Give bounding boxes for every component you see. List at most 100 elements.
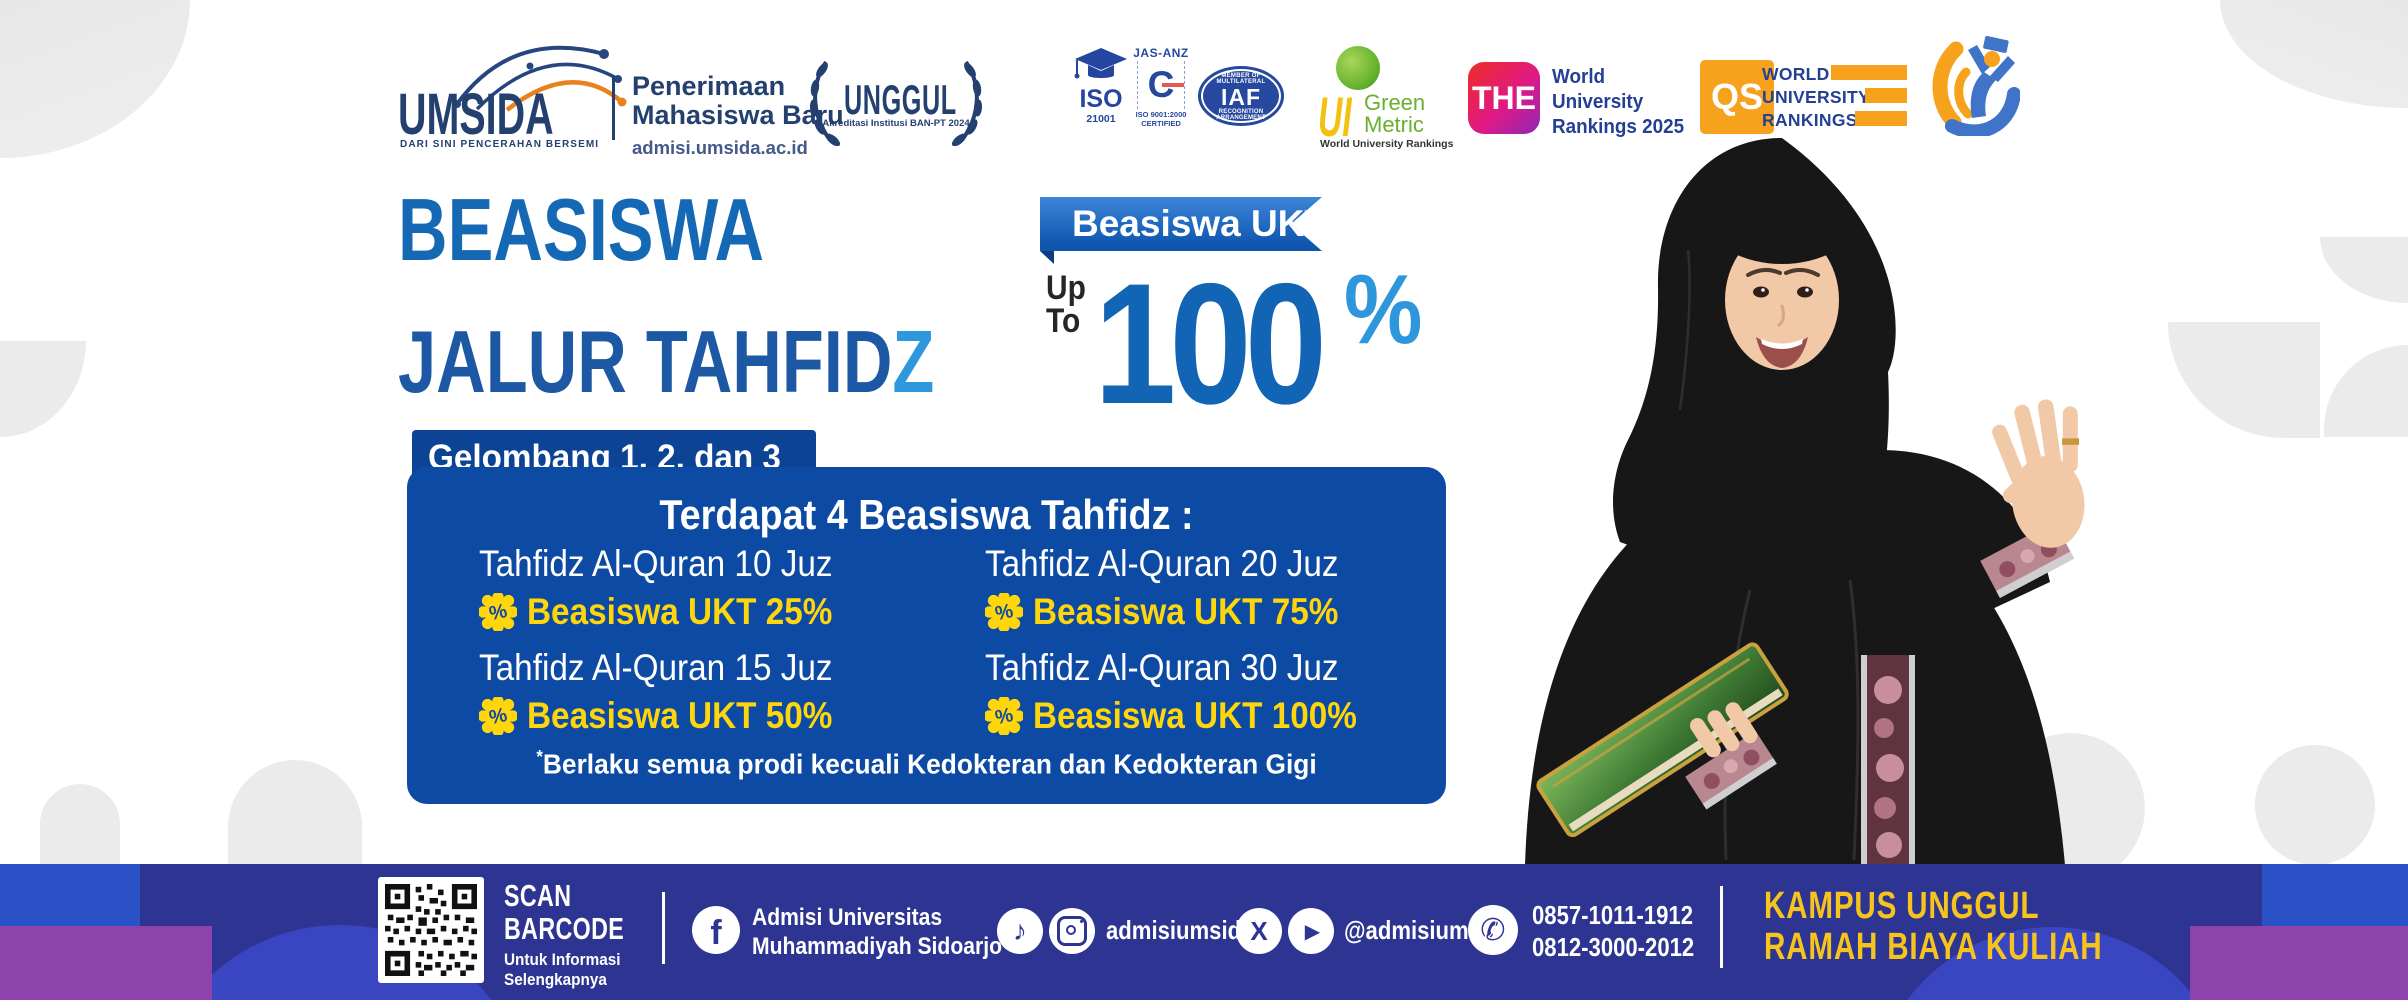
tiktok-icon: ♪ xyxy=(997,908,1043,954)
instagram-icon xyxy=(1049,908,1095,954)
decor-right-petal-1 xyxy=(2320,237,2408,303)
scan-sub2: Selengkapnya xyxy=(504,970,607,989)
headline-line1: BEASISWA xyxy=(398,180,765,279)
iso-number: 21001 xyxy=(1086,113,1116,125)
discount-badge-icon: % xyxy=(985,697,1023,735)
whatsapp-icon: ✆ xyxy=(1468,905,1518,955)
offer-title: Terdapat 4 Beasiswa Tahfidz : xyxy=(659,491,1194,538)
facebook-line2: Muhammadiyah Sidoarjo xyxy=(752,933,1002,960)
decor-right-circle-2 xyxy=(2255,745,2375,865)
discount-percent-glyph: % xyxy=(993,600,1015,625)
greenmetric-green: Green xyxy=(1364,90,1426,115)
percent-sign: % xyxy=(1344,254,1423,364)
qs-bar-1 xyxy=(1831,65,1907,80)
offer-item-2-benefit: Beasiswa UKT 75% xyxy=(1033,591,1339,632)
whatsapp-glyph: ✆ xyxy=(1480,913,1506,947)
percent-value: 100 xyxy=(1094,248,1327,440)
qs-line1: WORLD xyxy=(1762,64,1830,84)
qs-bar-3 xyxy=(1855,111,1907,126)
qs-line2: UNIVERSITY xyxy=(1762,87,1871,107)
decor-left-half-disc xyxy=(0,341,86,437)
quran-book xyxy=(1536,642,1789,838)
headline-line2-main: JALUR TAHFID xyxy=(398,312,893,411)
decor-top-left-quarter xyxy=(0,0,190,158)
offer-item-4-benefit: Beasiswa UKT 100% xyxy=(1033,695,1357,736)
globe-icon xyxy=(1336,46,1380,90)
student-photo xyxy=(1525,138,2085,865)
to-word: To xyxy=(1046,302,1081,340)
barcode-word: BARCODE xyxy=(504,911,625,946)
umsida-tagline: DARI SINI PENCERAHAN BERSEMI xyxy=(400,139,600,150)
instagram-frame xyxy=(1057,916,1087,946)
laurel-icon xyxy=(809,60,983,146)
header-divider xyxy=(612,76,615,140)
iso-21001-logo: ISO 21001 xyxy=(1072,46,1130,125)
footer-divider-1 xyxy=(662,892,665,964)
facebook-label: Admisi Universitas Muhammadiyah Sidoarjo xyxy=(752,903,1002,961)
unggul-title: UNGGUL xyxy=(844,76,957,123)
ukt-ribbon: Beasiswa UKT xyxy=(1040,197,1322,251)
up-word: Up xyxy=(1046,269,1086,307)
unggul-subtitle: Akreditasi Institusi BAN-PT 2024 xyxy=(822,118,970,129)
jas-anz-logo: JAS-ANZ C ISO 9001:2000 CERTIFIED xyxy=(1133,46,1189,128)
decor-right-petal-2 xyxy=(2168,322,2320,438)
offer-item-2-requirement: Tahfidz Al-Quran 20 Juz xyxy=(985,543,1339,584)
admission-line1: Penerimaan xyxy=(632,71,786,101)
iaf-logo: MEMBER OF MULTILATERAL IAF RECOGNITION A… xyxy=(1198,66,1284,126)
jas-anz-sub2: CERTIFIED xyxy=(1141,119,1181,128)
qs-line3: RANKINGS xyxy=(1762,110,1858,130)
discount-badge-icon: % xyxy=(479,593,517,631)
decor-top-right-quarter xyxy=(2220,0,2408,108)
up-to-label: Up To xyxy=(1046,269,1086,340)
unggul-badge: UNGGUL Akreditasi Institusi BAN-PT 2024 xyxy=(800,48,992,146)
facebook-icon: f xyxy=(692,906,740,954)
the-logo-mark: THE xyxy=(1468,62,1540,134)
qs-rankings-logo: QS WORLD UNIVERSITY RANKINGS xyxy=(1700,60,1915,138)
umsida-wordmark: UMSIDA xyxy=(398,82,554,147)
offer-item-4: Tahfidz Al-Quran 30 Juz % Beasiswa UKT 1… xyxy=(985,647,1393,737)
the-rankings-logo: THE World University Rankings 2025 xyxy=(1468,62,1708,142)
facebook-line1: Admisi Universitas xyxy=(752,904,943,931)
offer-item-4-requirement: Tahfidz Al-Quran 30 Juz xyxy=(985,647,1339,688)
offer-box: Terdapat 4 Beasiswa Tahfidz : Tahfidz Al… xyxy=(407,467,1446,804)
youtube-glyph: ▶ xyxy=(1304,920,1321,943)
x-icon: X xyxy=(1236,908,1282,954)
decor-right-petal-3 xyxy=(2324,345,2408,437)
greenmetric-metric: Metric xyxy=(1364,112,1424,137)
discount-percent-glyph: % xyxy=(993,704,1015,729)
ukt-ribbon-fold xyxy=(1040,251,1054,264)
offer-item-1-requirement: Tahfidz Al-Quran 10 Juz xyxy=(479,543,833,584)
offer-footnote: *Berlaku semua prodi kecuali Kedokteran … xyxy=(438,747,1415,780)
slogan-line1: KAMPUS UNGGUL xyxy=(1764,885,2040,927)
graduation-cap-icon xyxy=(1074,48,1127,79)
footer-corner-purple-left xyxy=(0,926,212,1000)
offer-item-1: Tahfidz Al-Quran 10 Juz % Beasiswa UKT 2… xyxy=(479,543,872,633)
the-line3: Rankings 2025 xyxy=(1552,115,1685,138)
footer-divider-2 xyxy=(1720,886,1723,968)
iaf-bottom-text: RECOGNITION ARRANGEMENT xyxy=(1216,109,1266,121)
admission-url: admisi.umsida.ac.id xyxy=(632,137,808,158)
jas-anz-sub1: ISO 9001:2000 xyxy=(1135,110,1187,119)
tiktok-glyph: ♪ xyxy=(1013,915,1027,946)
phone-1: 0857-1011-1912 xyxy=(1532,900,1693,930)
x-glyph: X xyxy=(1250,915,1268,946)
discount-badge-icon: % xyxy=(985,593,1023,631)
offer-item-2: Tahfidz Al-Quran 20 Juz % Beasiswa UKT 7… xyxy=(985,543,1378,633)
floral-strip xyxy=(1861,655,1915,865)
footer-slogan: KAMPUS UNGGUL RAMAH BIAYA KULIAH xyxy=(1764,886,2102,968)
iaf-label: IAF xyxy=(1220,84,1262,110)
waving-hand xyxy=(1992,399,2085,548)
slogan-line2: RAMAH BIAYA KULIAH xyxy=(1764,926,2103,968)
iso-label: ISO xyxy=(1079,85,1123,113)
scan-barcode-label: SCAN BARCODE xyxy=(504,879,624,945)
umsida-swoosh-icon xyxy=(453,45,627,112)
discount-percent-glyph: % xyxy=(487,704,509,729)
offer-footnote-mark: * xyxy=(536,747,543,767)
greenmetric-sub: World University Rankings xyxy=(1320,138,1454,150)
admission-title: Penerimaan Mahasiswa Baru admisi.umsida.… xyxy=(632,72,844,162)
discount-badge-icon: % xyxy=(479,697,517,735)
phone-2: 0812-3000-2012 xyxy=(1532,932,1695,962)
scan-sub1: Untuk Informasi xyxy=(504,950,621,969)
tiktok-ig-handle: admisiumsida xyxy=(1106,915,1254,945)
